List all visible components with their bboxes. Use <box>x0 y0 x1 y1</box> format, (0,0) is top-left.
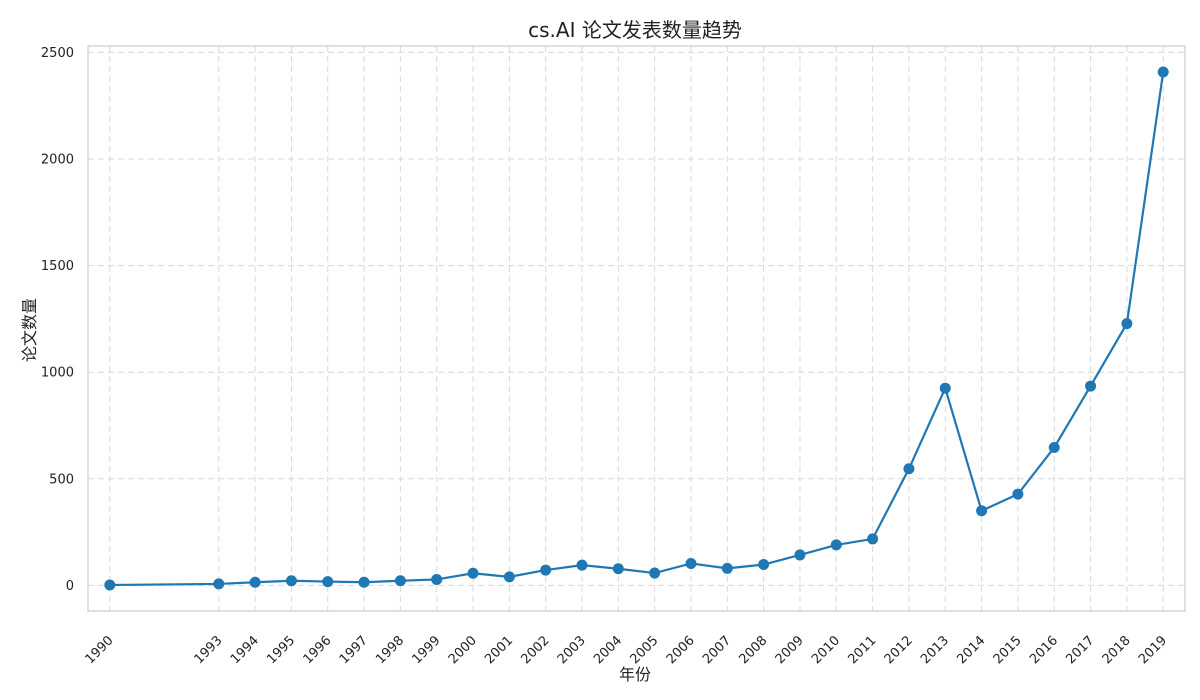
data-point <box>867 533 879 545</box>
data-point <box>285 575 297 587</box>
x-tick-label: 1995 <box>264 633 298 667</box>
data-point <box>976 505 988 517</box>
data-point <box>576 559 588 571</box>
x-tick-label: 2014 <box>954 633 988 667</box>
series-line <box>109 71 1165 587</box>
y-tick-label: 1000 <box>41 366 74 381</box>
x-tick-label: 1998 <box>373 633 407 667</box>
x-tick-label: 1996 <box>301 633 335 667</box>
x-tick-label: 2016 <box>1027 633 1061 667</box>
data-point <box>1121 318 1133 330</box>
data-point <box>104 579 116 591</box>
data-point <box>685 557 697 569</box>
data-point <box>213 578 225 590</box>
x-tick-label: 2011 <box>845 633 879 667</box>
y-tick-label: 2000 <box>41 153 74 168</box>
x-tick-label: 2002 <box>519 633 553 667</box>
x-tick-label: 2019 <box>1136 633 1170 667</box>
x-axis-label: 年份 <box>619 665 651 684</box>
data-point <box>794 549 806 561</box>
x-tick-label: 1990 <box>83 633 117 667</box>
x-tick-label: 2004 <box>591 633 625 667</box>
data-point <box>1157 66 1169 78</box>
data-point <box>322 576 334 588</box>
x-tick-label: 2009 <box>773 633 807 667</box>
y-axis-ticks: 0 500 1000 1500 2000 2500 <box>41 46 74 594</box>
x-tick-label: 2018 <box>1100 633 1134 667</box>
y-tick-label: 0 <box>66 579 74 594</box>
data-point <box>358 576 370 588</box>
data-point <box>612 563 624 575</box>
x-axis-ticks: 1990 1993 1994 1995 1996 1997 1998 1999 2000 2001… <box>83 633 1170 667</box>
data-point <box>1085 380 1097 392</box>
y-tick-label: 2500 <box>41 46 74 61</box>
x-tick-label: 2003 <box>555 633 589 667</box>
x-tick-label: 2013 <box>918 633 952 667</box>
x-tick-label: 2008 <box>736 633 770 667</box>
x-tick-label: 2010 <box>809 633 843 667</box>
data-point <box>1012 488 1024 500</box>
data-point <box>1048 441 1060 453</box>
data-point <box>903 463 915 475</box>
x-tick-label: 2000 <box>446 633 480 667</box>
data-point <box>721 562 733 574</box>
x-tick-label: 2015 <box>991 633 1025 667</box>
data-point <box>503 571 515 583</box>
data-point <box>649 567 661 579</box>
data-point <box>249 576 261 588</box>
data-point <box>939 382 951 394</box>
series-layer <box>104 66 1169 591</box>
x-tick-label: 1994 <box>228 633 262 667</box>
x-tick-label: 1997 <box>337 633 371 667</box>
x-tick-label: 1993 <box>192 633 226 667</box>
y-tick-label: 1500 <box>41 259 74 274</box>
x-tick-label: 1999 <box>410 633 444 667</box>
x-tick-label: 2005 <box>627 633 661 667</box>
data-point <box>540 564 552 576</box>
grid-lines <box>88 46 1185 611</box>
data-point <box>467 567 479 579</box>
y-tick-label: 500 <box>49 472 74 487</box>
x-tick-label: 2012 <box>882 633 916 667</box>
data-point <box>394 575 406 587</box>
x-tick-label: 2007 <box>700 633 734 667</box>
y-axis-label: 论文数量 <box>20 298 39 362</box>
chart-title: cs.AI 论文发表数量趋势 <box>528 18 742 42</box>
data-point <box>431 573 443 585</box>
data-point <box>758 559 770 571</box>
data-point <box>830 539 842 551</box>
x-tick-label: 2006 <box>664 633 698 667</box>
x-tick-label: 2001 <box>482 633 516 667</box>
plot-area-frame <box>87 45 1186 612</box>
x-tick-label: 2017 <box>1063 633 1097 667</box>
